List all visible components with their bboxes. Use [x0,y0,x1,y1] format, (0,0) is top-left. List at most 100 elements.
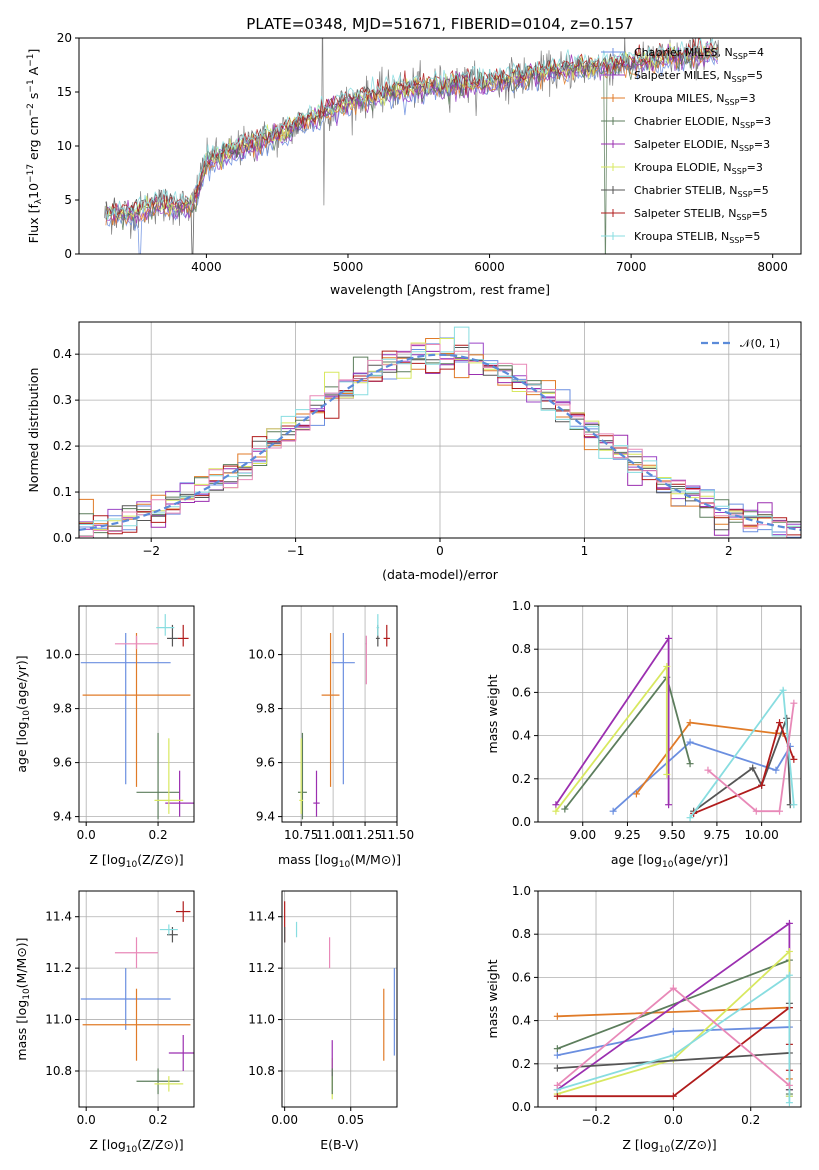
label-subscript: 10 [659,1145,671,1155]
x-tick-label: 9.25 [614,828,641,842]
legend-label: Chabrier ELODIE, NSSP=3 [634,115,771,130]
panel-mass-weight-vs-age: 9.00 9.25 9.50 9.75 10.00 0.0 0.2 0.4 0.6 0.8 1.0 a… [485,599,802,870]
x-tick-label: 2 [725,544,733,558]
y-tick-label: 10 [57,139,72,153]
axes-frame: 0.0 0.29.49.69.810.0Z [log10(Z/Z⊙)]age [l… [14,605,195,870]
x-tick-label: 0.00 [271,1113,298,1127]
x-tick-label: 11.50 [380,828,414,842]
y-tick-label: 15 [57,85,72,99]
axes-box [537,890,802,1108]
x-tick-label: 0.0 [664,1113,683,1127]
x-axis-label: mass [log10(M/M⊙)] [278,852,401,870]
x-axis-label: Z [log10(Z/Z⊙)] [89,852,183,870]
y-label-part: λ [34,198,44,204]
plot-area [553,919,793,1107]
legend-subscript: SSP [738,190,753,199]
legend-text: Salpeter STELIB, N [634,207,736,220]
legend-label: Chabrier STELIB, NSSP=5 [634,184,769,199]
plot-area [104,38,720,254]
legend-text: Chabrier STELIB, N [634,184,738,197]
legend-label: Salpeter MILES, NSSP=5 [634,69,763,84]
label-part: mass [log [278,852,339,867]
legend-text: Chabrier ELODIE, N [634,115,740,128]
legend-subscript: SSP [740,121,755,130]
axes-frame: 0.0 0.210.811.011.211.4Z [log10(Z/Z⊙)]mas… [14,890,195,1155]
legend-tail: =3 [755,115,771,128]
y-tick-label: 0.2 [512,772,531,786]
x-tick-label: 11.25 [348,828,382,842]
legend-tail: =4 [748,46,764,59]
legend-text: Chabrier MILES, N [634,46,733,59]
y-tick-label: 9.6 [256,756,275,770]
y-tick-label: 9.8 [53,702,72,716]
label-subscript: 10 [22,988,32,1000]
plot-area [552,634,798,822]
legend-label: Salpeter STELIB, NSSP=5 [634,207,768,222]
panel-residuals: −2 −1 0 1 2 0.0 0.1 0.2 0.3 0.4 𝒩(0, 1) (data-model… [26,321,802,582]
label-part: (age/yr)] [14,655,29,710]
plot-area [297,614,390,820]
model-spectrum-line [105,42,718,220]
y-tick-label: 9.4 [256,810,275,824]
label-subscript: 10 [126,1145,138,1155]
y-tick-label: 11.0 [45,1013,72,1027]
x-tick-label: 0.0 [77,1113,96,1127]
x-tick-label: 1 [581,544,589,558]
y-tick-label: 0.4 [512,1014,531,1028]
y-tick-label: 11.4 [45,910,72,924]
axes-frame: 4000 5000 6000 7000 8000 0 5 10 15 20 wavelength [… [26,31,802,297]
legend-subscript: SSP [732,75,747,84]
plot-area [80,901,194,1095]
label-subscript: 10 [126,860,138,870]
histogram-step [79,343,801,538]
legend-tail: =3 [739,92,755,105]
axes-box [281,890,398,1108]
model-spectrum-line [105,38,718,221]
label-part: (Z/Z⊙)] [670,1137,716,1152]
legend-tail: =3 [754,138,770,151]
weight-line [612,741,792,812]
label-subscript: 10 [662,860,674,870]
y-tick-label: 0.6 [512,685,531,699]
model-spectrum-line [105,38,718,215]
y-tick-label: 0.8 [512,642,531,656]
axes-frame: 9.00 9.25 9.50 9.75 10.00 0.0 0.2 0.4 0.6 0.8 1.0 a… [485,599,802,870]
y-label-part: 10 [26,183,41,199]
panel-spectrum: 4000 5000 6000 7000 8000 0 5 10 15 20 wavelength [… [26,31,802,297]
y-tick-label: 11.2 [45,961,72,975]
y-axis-label: mass weight [485,959,500,1038]
label-part: Z [log [89,852,125,867]
label-part: age [log [14,721,29,772]
y-tick-label: 0.2 [53,439,72,453]
x-axis-label: Z [log10(Z/Z⊙)] [622,1137,716,1155]
x-axis-label: (data-model)/error [382,567,499,582]
panel-age-vs-Z: 0.0 0.29.49.69.810.0Z [log10(Z/Z⊙)]age [l… [14,605,195,870]
x-tick-label: 0.05 [337,1113,364,1127]
legend-tail: =5 [747,69,763,82]
axes-frame: −0.2 0.0 0.2 0.0 0.2 0.4 0.6 0.8 1.0 Z [log10(Z/Z… [485,884,802,1155]
legend-label: Salpeter ELODIE, NSSP=3 [634,138,770,153]
y-tick-label: 0.4 [53,347,72,361]
plot-area [284,901,395,1100]
y-tick-label: 0.6 [512,970,531,984]
y-label-part: −1 [26,79,36,92]
axes-box [78,605,195,823]
y-tick-label: 20 [57,31,72,45]
x-axis-label: age [log10(age/yr)] [611,852,728,870]
x-tick-label: 4000 [191,260,222,274]
weight-line [693,719,795,815]
legend: Chabrier MILES, N SSP =4 Salpeter MILES, NS… [601,46,771,245]
y-tick-label: 0.0 [53,531,72,545]
model-spectrum-line [105,44,718,254]
label-part: age [log [611,852,662,867]
y-tick-label: 11.0 [248,1013,275,1027]
y-axis-label: age [log10(age/yr)] [14,655,32,772]
label-part: Z [log [622,1137,658,1152]
label-part: (Z/Z⊙)] [137,1137,183,1152]
x-tick-label: 7000 [616,260,647,274]
y-tick-label: 9.4 [53,810,72,824]
label-part: (Z/Z⊙)] [137,852,183,867]
x-tick-label: 10.75 [284,828,318,842]
y-axis-label: Normed distribution [26,368,41,493]
